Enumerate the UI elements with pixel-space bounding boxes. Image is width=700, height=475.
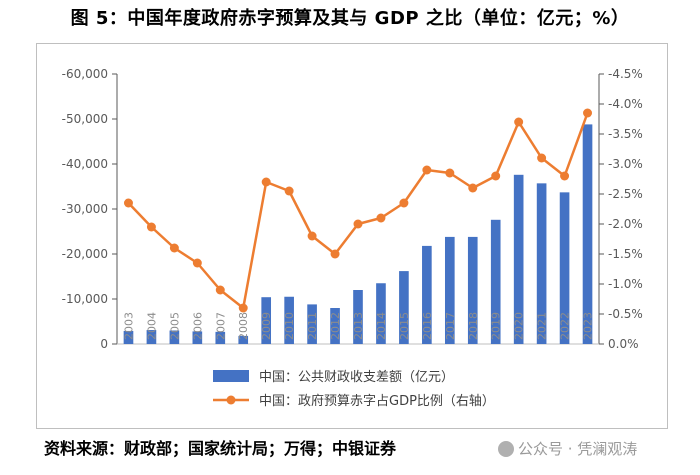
year-label: 2007: [214, 312, 227, 340]
right-axis-tick-label: -1.0%: [608, 277, 643, 291]
legend-bar-label: 中国：公共财政收支差额（亿元）: [259, 370, 454, 385]
year-label: 2013: [352, 312, 365, 340]
left-axis-tick-label: 0: [100, 337, 108, 351]
right-axis-tick-label: -1.5%: [608, 247, 643, 261]
year-label: 2019: [490, 312, 503, 340]
bar: [536, 183, 547, 344]
left-axis-tick-label: -40,000: [62, 157, 108, 171]
ratio-point: [422, 165, 432, 175]
year-label: 2009: [260, 312, 273, 340]
left-axis-tick-label: -60,000: [62, 67, 108, 81]
bar: [467, 236, 478, 344]
watermark-text: 公众号 · 凭澜观涛: [518, 440, 638, 458]
right-axis-tick-label: -0.5%: [608, 307, 643, 321]
year-label: 2023: [582, 312, 595, 340]
bar: [490, 219, 501, 344]
ratio-point: [468, 183, 478, 193]
right-axis-tick-label: -3.5%: [608, 127, 643, 141]
bar: [284, 296, 294, 344]
bar: [353, 290, 363, 344]
bar: [123, 330, 134, 344]
ratio-point: [537, 153, 547, 163]
right-axis-tick-label: -4.5%: [608, 67, 643, 81]
right-axis-tick-label: -2.0%: [608, 217, 643, 231]
source-note: 资料来源：财政部；国家统计局；万得；中银证券: [44, 439, 397, 458]
year-label: 2005: [168, 312, 181, 340]
bar: [582, 124, 593, 345]
ratio-point: [123, 198, 133, 208]
chart-frame: 0 -10,000 -20,000 -30,000 -40,000 -50,000 -60,…: [36, 43, 668, 429]
bar: [215, 331, 226, 344]
bar: [513, 174, 524, 344]
year-label: 2017: [444, 312, 457, 340]
legend-line-label: 中国：政府预算赤字占GDP比例（右轴）: [259, 394, 495, 409]
legend-line-marker: [226, 395, 236, 405]
bar: [192, 331, 203, 344]
right-axis-tick-label: 0.0%: [608, 337, 639, 351]
ratio-point: [146, 222, 156, 232]
year-label: 2011: [306, 312, 319, 340]
ratio-point: [215, 285, 225, 295]
ratio-point: [376, 213, 386, 223]
watermark: 公众号 · 凭澜观涛: [498, 436, 637, 462]
year-label: 2010: [283, 312, 296, 340]
right-axis-tick-label: -3.0%: [608, 157, 643, 171]
left-axis-tick-label: -10,000: [62, 292, 108, 306]
year-label: 2012: [329, 312, 342, 340]
ratio-point: [238, 303, 248, 313]
ratio-point: [514, 117, 524, 127]
chart-title: 图 5：中国年度政府赤字预算及其与 GDP 之比（单位：亿元；%）: [70, 8, 630, 29]
year-label: 2008: [237, 312, 250, 340]
chart-svg: 0 -10,000 -20,000 -30,000 -40,000 -50,000 -60,…: [62, 67, 643, 409]
right-axis-tick-label: -4.0%: [608, 97, 643, 111]
ratio-point: [330, 249, 340, 259]
right-axis-tick-label: -2.5%: [608, 187, 643, 201]
year-label: 2015: [398, 312, 411, 340]
ratio-point: [445, 168, 455, 178]
year-label: 2003: [122, 312, 135, 340]
year-label: 2004: [145, 312, 158, 340]
bar: [307, 304, 317, 344]
ratio-point: [399, 198, 409, 208]
ratio-point: [491, 171, 501, 181]
year-label: 2021: [536, 312, 549, 340]
year-label: 2016: [421, 312, 434, 340]
bar: [261, 297, 272, 344]
year-label: 2014: [375, 312, 388, 340]
legend-bar-swatch: [213, 370, 249, 382]
left-axis-tick-label: -30,000: [62, 202, 108, 216]
ratio-point: [353, 219, 363, 229]
bar: [330, 308, 340, 344]
ratio-point: [583, 108, 593, 118]
left-axis-tick-label: -50,000: [62, 112, 108, 126]
left-axis-tick-label: -20,000: [62, 247, 108, 261]
wechat-icon: [498, 441, 514, 457]
bar: [444, 236, 455, 344]
ratio-point: [307, 231, 317, 241]
bar: [422, 245, 432, 344]
year-label: 2006: [191, 312, 204, 340]
bar: [376, 283, 386, 344]
year-label: 2022: [559, 312, 572, 340]
bar: [238, 335, 249, 344]
bar: [169, 330, 180, 344]
bar: [559, 192, 570, 344]
ratio-point: [169, 243, 179, 253]
ratio-point: [284, 186, 294, 196]
bar: [399, 271, 409, 344]
ratio-point: [261, 177, 271, 187]
year-label: 2018: [467, 312, 480, 340]
year-label: 2020: [513, 312, 526, 340]
ratio-point: [560, 171, 570, 181]
ratio-point: [192, 258, 202, 268]
bar: [146, 330, 157, 344]
